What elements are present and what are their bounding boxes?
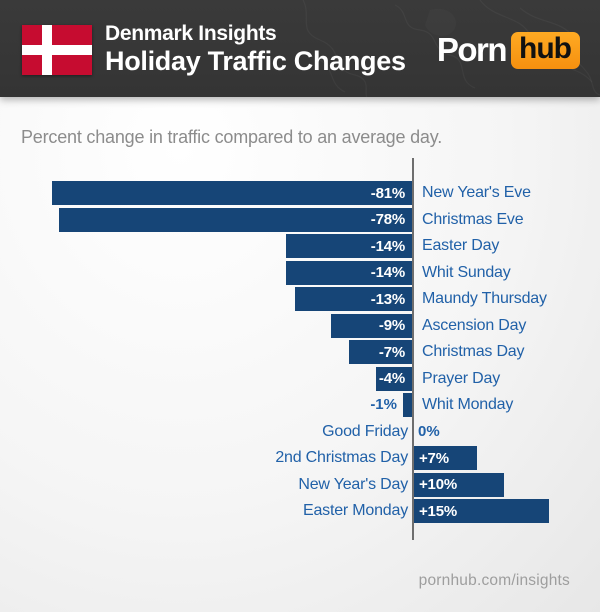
chart-row: -14% Easter Day: [0, 234, 600, 258]
chart-row: -9% Ascension Day: [0, 313, 600, 338]
row-left-zone: -4%: [0, 366, 412, 391]
page-subtitle: Holiday Traffic Changes: [105, 46, 406, 76]
bar-negative: -14%: [286, 234, 412, 258]
row-left-zone: -7%: [0, 340, 412, 364]
category-label: 2nd Christmas Day: [275, 449, 408, 466]
value-label: -9%: [378, 317, 405, 334]
row-left-zone: -13%: [0, 287, 412, 311]
logo-text-porn: Porn: [436, 31, 508, 68]
bar-positive: +15%: [414, 499, 549, 523]
chart-row: Easter Monday +15%: [0, 499, 600, 523]
category-label: Maundy Thursday: [422, 290, 547, 307]
value-label: -14%: [370, 237, 405, 255]
header-titles: Denmark Insights Holiday Traffic Changes: [105, 22, 406, 76]
flag-cross-horizontal: [22, 45, 92, 55]
category-label: Christmas Day: [422, 343, 525, 360]
chart: -81% New Year's Eve -78% Christmas Eve -14% E…: [0, 158, 600, 540]
chart-note: Percent change in traffic compared to an…: [21, 127, 442, 147]
row-right-zone: Whit Monday: [414, 393, 600, 417]
bar-negative: -7%: [349, 340, 412, 364]
chart-row: 2nd Christmas Day +7%: [0, 446, 600, 470]
chart-row: -7% Christmas Day: [0, 340, 600, 364]
category-label: New Year's Day: [298, 475, 408, 493]
bar-negative: -78%: [59, 207, 412, 232]
bar-negative: -13%: [295, 287, 412, 311]
value-label: -1%: [370, 396, 397, 413]
denmark-flag-icon: [22, 25, 92, 75]
row-right-zone: Whit Sunday: [414, 261, 600, 285]
row-left-zone: -81%: [0, 181, 412, 205]
category-label: New Year's Eve: [422, 184, 531, 201]
row-left-zone: -1%: [0, 393, 412, 417]
value-label: -78%: [370, 211, 405, 228]
category-label: Whit Monday: [422, 396, 514, 413]
category-label: Prayer Day: [422, 369, 501, 387]
bar-negative: -4%: [376, 366, 412, 391]
category-label: Whit Sunday: [422, 263, 511, 281]
chart-row: -14% Whit Sunday: [0, 260, 600, 285]
chart-row: -81% New Year's Eve: [0, 181, 600, 205]
bar-negative: [403, 393, 412, 417]
header: Denmark Insights Holiday Traffic Changes…: [0, 0, 600, 97]
row-right-zone: +10%: [414, 472, 600, 497]
bar-negative: -81%: [52, 181, 412, 205]
row-left-zone: -9%: [0, 313, 412, 338]
row-left-zone: Easter Monday: [0, 499, 412, 523]
chart-row: -13% Maundy Thursday: [0, 287, 600, 311]
row-left-zone: 2nd Christmas Day: [0, 446, 412, 470]
row-right-zone: New Year's Eve: [414, 181, 600, 205]
value-label: -7%: [378, 343, 405, 361]
value-label: +15%: [419, 502, 457, 520]
row-left-zone: -14%: [0, 234, 412, 258]
value-label: -13%: [370, 290, 405, 308]
logo-text-hub: hub: [511, 31, 580, 69]
chart-row: -1% Whit Monday: [0, 393, 600, 417]
footer-url: pornhub.com/insights: [418, 572, 570, 589]
bar-negative: -9%: [331, 313, 412, 338]
row-left-zone: Good Friday: [0, 420, 412, 444]
chart-row: Good Friday 0%: [0, 420, 600, 444]
chart-row: -4% Prayer Day: [0, 366, 600, 391]
row-right-zone: Ascension Day: [414, 314, 600, 338]
category-label: Ascension Day: [422, 316, 527, 334]
page-title: Denmark Insights: [105, 22, 277, 45]
chart-row: New Year's Day +10%: [0, 472, 600, 497]
category-label: Christmas Eve: [422, 210, 524, 228]
value-label: -81%: [370, 184, 405, 202]
row-left-zone: -78%: [0, 207, 412, 232]
bar-negative: -14%: [286, 260, 412, 285]
row-left-zone: New Year's Day: [0, 473, 412, 497]
row-right-zone: +7%: [414, 446, 600, 470]
row-right-zone: 0%: [414, 420, 600, 444]
row-right-zone: Christmas Eve: [414, 208, 600, 232]
chart-row: -78% Christmas Eve: [0, 207, 600, 232]
axis-line: [412, 158, 414, 540]
row-right-zone: +15%: [414, 499, 600, 523]
row-right-zone: Maundy Thursday: [414, 287, 600, 311]
pornhub-logo: Porn hub: [437, 31, 580, 69]
value-label: 0%: [418, 423, 440, 440]
value-label: -4%: [378, 370, 405, 387]
chart-area: Percent change in traffic compared to an…: [0, 97, 600, 612]
value-label: +7%: [419, 449, 449, 467]
row-right-zone: Easter Day: [414, 234, 600, 258]
value-label: +10%: [419, 476, 457, 493]
bar-positive: +10%: [414, 472, 504, 497]
value-label: -14%: [370, 264, 405, 281]
category-label: Easter Monday: [302, 502, 408, 519]
bar-positive: +7%: [414, 446, 477, 470]
row-right-zone: Prayer Day: [414, 367, 600, 391]
category-label: Easter Day: [422, 237, 500, 254]
row-right-zone: Christmas Day: [414, 340, 600, 364]
row-left-zone: -14%: [0, 260, 412, 285]
category-label: Good Friday: [322, 422, 408, 440]
